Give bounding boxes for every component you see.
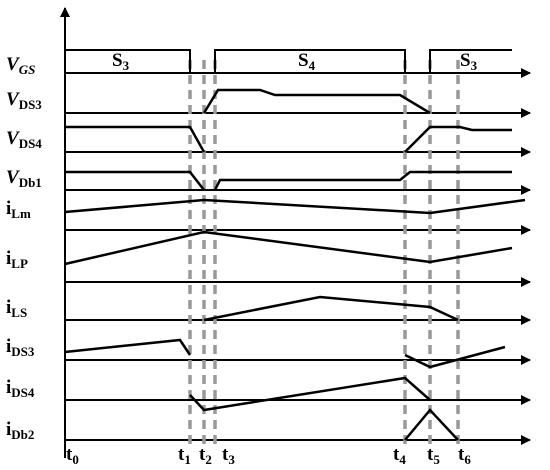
symbol: t — [199, 444, 206, 465]
symbol: t — [178, 444, 185, 465]
symbol: t — [458, 444, 465, 465]
gate-label: S4 — [298, 50, 316, 73]
symbol: t — [222, 444, 229, 465]
symbol: i — [6, 198, 11, 219]
signal-label: VGS — [6, 54, 35, 77]
symbol: t — [427, 444, 434, 465]
signal-label: iDS4 — [6, 377, 35, 400]
subscript: DS3 — [19, 97, 43, 112]
symbol: V — [6, 54, 20, 75]
gate-label: S3 — [460, 50, 478, 73]
time-label: t4 — [393, 444, 406, 467]
time-label: t6 — [458, 444, 471, 467]
dashed-markers — [188, 60, 460, 445]
subscript: DS4 — [11, 385, 35, 400]
axes — [60, 7, 531, 458]
symbol: i — [6, 377, 11, 398]
subscript: DS4 — [19, 136, 43, 151]
signal-label: VDb1 — [6, 167, 42, 190]
time-labels: t0 t1 t2 t3 t4 t5 t6 — [66, 444, 471, 467]
time-label: t5 — [427, 444, 440, 467]
gate-labels: S3 S4 S3 — [112, 50, 478, 73]
subscript: Lm — [11, 206, 31, 221]
symbol: V — [6, 89, 20, 110]
waveforms — [64, 49, 526, 441]
signal-label: iDS3 — [6, 336, 35, 359]
symbol: i — [6, 336, 11, 357]
subscript: LP — [11, 256, 28, 271]
subscript: 0 — [72, 452, 79, 467]
symbol: i — [6, 297, 11, 318]
subscript: 1 — [184, 452, 191, 467]
signal-label: VDS3 — [6, 89, 42, 112]
time-label: t1 — [178, 444, 191, 467]
subscript: 4 — [399, 452, 406, 467]
subscript: 2 — [205, 452, 212, 467]
subscript: GS — [19, 62, 36, 77]
symbol: V — [6, 128, 20, 149]
subscript: 6 — [464, 452, 471, 467]
time-label: t0 — [66, 444, 79, 467]
signal-label: iLP — [6, 248, 28, 271]
time-label: t2 — [199, 444, 212, 467]
symbol: i — [6, 248, 11, 269]
symbol: V — [6, 167, 20, 188]
signal-label: iDb2 — [6, 419, 34, 442]
subscript: Db1 — [19, 175, 42, 190]
subscript: Db2 — [11, 427, 34, 442]
subscript: 5 — [433, 452, 440, 467]
symbol: t — [393, 444, 400, 465]
time-label: t3 — [222, 444, 235, 467]
symbol: i — [6, 419, 11, 440]
subscript: 3 — [228, 452, 235, 467]
subscript: DS3 — [11, 344, 35, 359]
gate-label: S3 — [112, 50, 130, 73]
subscript: LS — [11, 305, 27, 320]
signal-label: iLm — [6, 198, 31, 221]
signal-label: iLS — [6, 297, 27, 320]
signal-label: VDS4 — [6, 128, 42, 151]
symbol: t — [66, 444, 73, 465]
